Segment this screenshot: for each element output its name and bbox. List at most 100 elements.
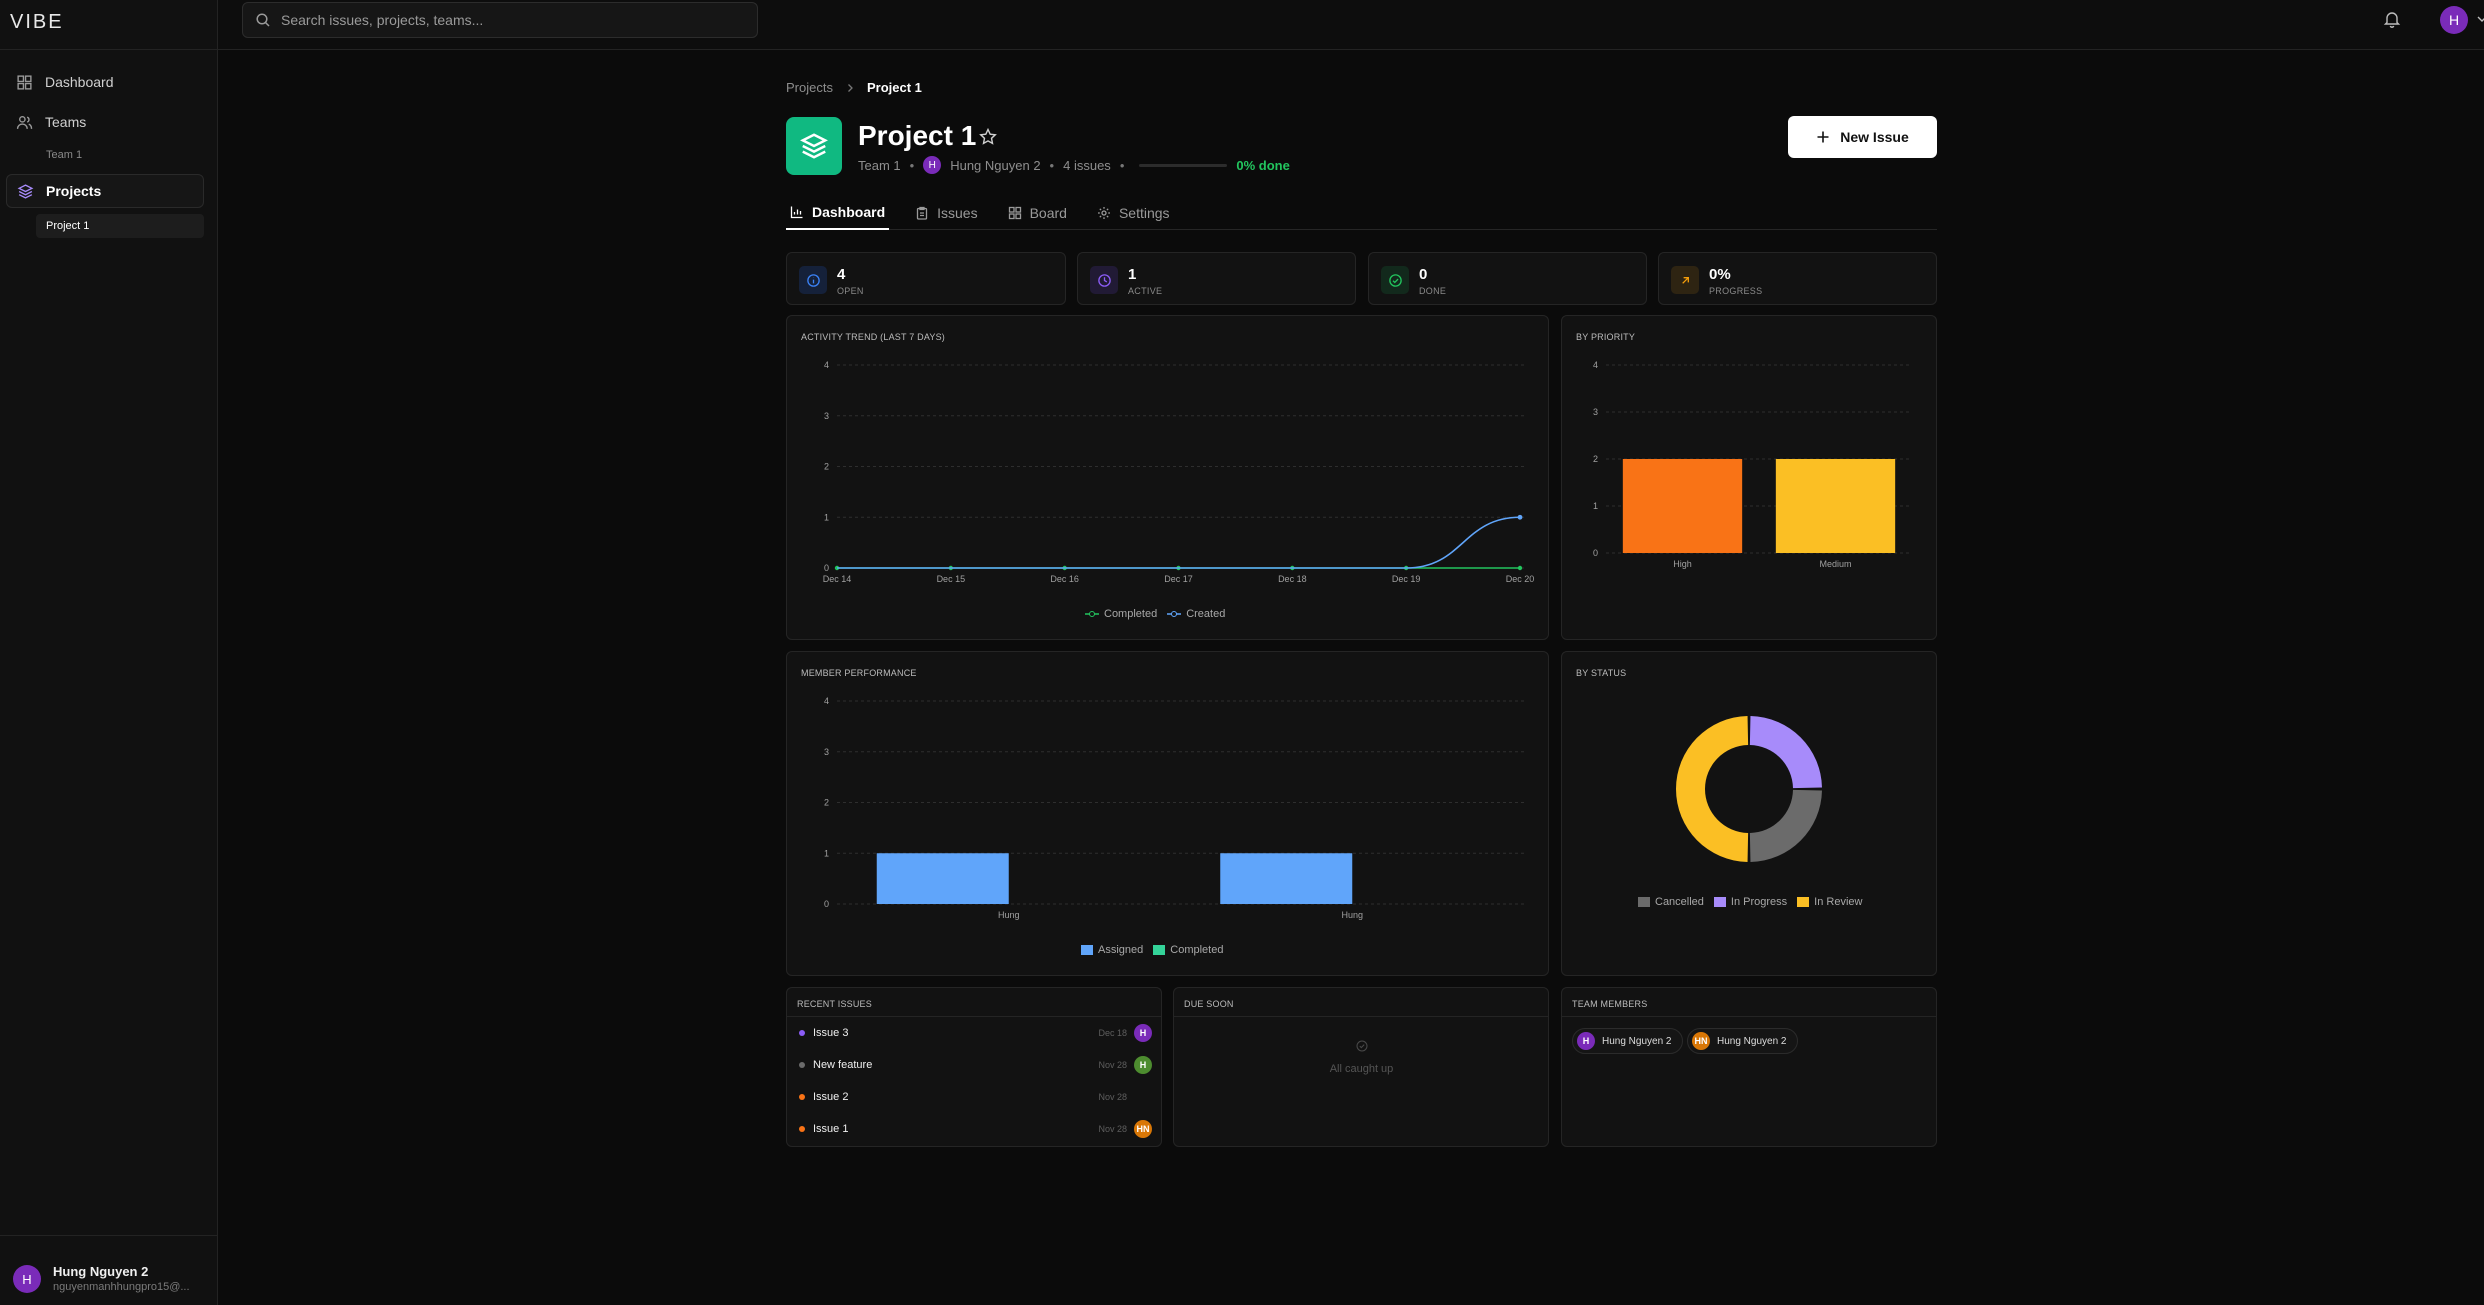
y-tick-label: 4 (824, 696, 829, 706)
tab-label: Issues (937, 205, 978, 221)
brand-logo[interactable]: VIBE (10, 11, 64, 33)
legend-swatch (1797, 897, 1810, 907)
sidebar: VIBE Dashboard Teams Team 1 Projects Pro… (0, 0, 218, 1305)
legend-item-completed[interactable]: Completed (1085, 608, 1157, 620)
member-chip[interactable]: HN Hung Nguyen 2 (1687, 1028, 1798, 1054)
users-icon (16, 115, 33, 129)
star-icon[interactable] (978, 127, 998, 147)
y-tick-label: 3 (824, 747, 829, 757)
x-tick-label: Hung (998, 910, 1020, 920)
issue-title: Issue 1 (813, 1123, 849, 1135)
member-chip[interactable]: H Hung Nguyen 2 (1572, 1028, 1683, 1054)
stat-label: OPEN (837, 286, 864, 296)
check-circle-icon (1381, 266, 1409, 294)
chart-legend: Assigned Completed (1081, 944, 1223, 956)
sidebar-subitem-team[interactable]: Team 1 (46, 149, 83, 161)
stat-card-open: 4 OPEN (786, 252, 1066, 305)
legend-item-created[interactable]: Created (1167, 608, 1225, 620)
legend-label: In Review (1814, 896, 1863, 908)
team-members-card: TEAM MEMBERS H Hung Nguyen 2 HN Hung Ngu… (1561, 987, 1937, 1147)
pie-slice-in-progress (1749, 716, 1822, 789)
search-input[interactable] (281, 12, 741, 28)
sidebar-item-projects[interactable]: Projects (6, 174, 204, 208)
avatar: HN (1692, 1032, 1710, 1050)
project-team[interactable]: Team 1 (858, 157, 901, 173)
legend-label: Created (1186, 608, 1226, 620)
search-box[interactable] (242, 2, 758, 38)
data-point-completed (1517, 565, 1523, 571)
card-title: BY PRIORITY (1576, 332, 1636, 342)
breadcrumb-projects-link[interactable]: Projects (786, 80, 833, 95)
legend-item-in-progress[interactable]: In Progress (1713, 896, 1787, 908)
issue-date: Dec 18 (1098, 1028, 1127, 1038)
sidebar-divider (0, 49, 218, 50)
legend-item-completed[interactable]: Completed (1153, 944, 1223, 956)
meta-separator: • (1119, 157, 1125, 173)
layers-icon (800, 133, 828, 159)
clipboard-icon (916, 206, 928, 220)
legend-swatch (1638, 897, 1650, 907)
stat-value: 4 (837, 266, 846, 283)
tab-issues[interactable]: Issues (911, 196, 981, 230)
arrow-up-right-icon (1671, 266, 1699, 294)
x-tick-label: Medium (1819, 559, 1851, 569)
series-line-created (837, 516, 1521, 569)
card-title: DUE SOON (1184, 999, 1234, 1009)
bell-icon[interactable] (2382, 9, 2402, 29)
legend-item-cancelled[interactable]: Cancelled (1638, 896, 1704, 908)
project-meta: Team 1 • H Hung Nguyen 2 • 4 issues • 0%… (858, 156, 1290, 174)
list-item[interactable]: New feature Nov 28 H (787, 1049, 1161, 1081)
new-issue-button[interactable]: New Issue (1788, 116, 1937, 158)
card-title: RECENT ISSUES (797, 999, 872, 1009)
chart-legend: Completed Created (1085, 608, 1225, 620)
tab-board[interactable]: Board (1004, 196, 1071, 230)
status-dot (799, 1126, 805, 1132)
x-tick-label: Dec 18 (1278, 574, 1307, 584)
progress-label: 0% done (1236, 157, 1290, 173)
y-tick-label: 0 (824, 899, 829, 909)
member-performance-chart: 0 1 2 3 4 Hung Hung (824, 696, 1524, 920)
tab-settings[interactable]: Settings (1093, 196, 1174, 230)
y-tick-label: 2 (1593, 454, 1598, 464)
chart-icon (790, 206, 803, 219)
plus-icon (1817, 131, 1829, 143)
meta-separator: • (1049, 157, 1055, 173)
member-performance-card: MEMBER PERFORMANCE 0 1 2 3 4 Hung Hung Assigne… (786, 651, 1549, 976)
sidebar-subitem-project[interactable]: Project 1 (36, 214, 204, 238)
sidebar-item-teams[interactable]: Teams (6, 105, 204, 139)
stat-card-done: 0 DONE (1368, 252, 1647, 305)
tab-dashboard[interactable]: Dashboard (786, 196, 890, 230)
issue-date: Nov 28 (1098, 1092, 1127, 1102)
y-tick-label: 1 (1593, 501, 1598, 511)
legend-line-icon (1167, 611, 1182, 617)
legend-swatch (1081, 945, 1093, 955)
list-item[interactable]: Issue 1 Nov 28 HN (787, 1113, 1161, 1145)
y-tick-label: 1 (824, 512, 829, 522)
legend-item-assigned[interactable]: Assigned (1081, 944, 1143, 956)
list-item[interactable]: Issue 2 Nov 28 (787, 1081, 1161, 1113)
y-tick-label: 2 (824, 798, 829, 808)
x-tick-label: Dec 17 (1164, 574, 1193, 584)
data-point-created (1517, 514, 1523, 520)
y-tick-label: 4 (824, 360, 829, 370)
member-name: Hung Nguyen 2 (1602, 1035, 1672, 1047)
avatar: H (13, 1265, 41, 1293)
x-tick-label: Dec 19 (1392, 574, 1421, 584)
chevron-down-icon[interactable] (2476, 13, 2484, 25)
search-icon (256, 13, 270, 27)
sidebar-item-label: Teams (45, 114, 87, 130)
legend-label: Assigned (1098, 944, 1144, 956)
progress-bar (1139, 163, 1228, 167)
sidebar-item-dashboard[interactable]: Dashboard (6, 65, 204, 99)
legend-item-in-review[interactable]: In Review (1797, 896, 1862, 908)
sidebar-user-card[interactable]: H Hung Nguyen 2 nguyenmanhhungpro15@... (0, 1235, 218, 1305)
list-item[interactable]: Issue 3 Dec 18 H (787, 1017, 1161, 1049)
stat-label: ACTIVE (1128, 286, 1163, 296)
user-avatar-button[interactable]: H (2440, 6, 2468, 34)
issue-date: Nov 28 (1098, 1124, 1127, 1134)
y-tick-label: 0 (1593, 548, 1598, 558)
sidebar-item-label: Dashboard (45, 74, 114, 90)
y-tick-label: 0 (824, 563, 829, 573)
issue-title: New feature (813, 1059, 873, 1071)
